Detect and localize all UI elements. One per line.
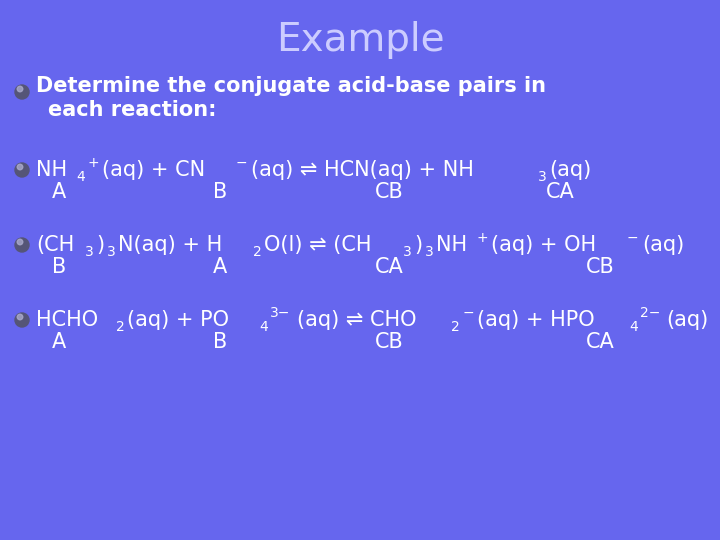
Text: 3: 3 xyxy=(107,245,116,259)
Text: A: A xyxy=(213,257,228,277)
Text: B: B xyxy=(52,257,66,277)
Text: CB: CB xyxy=(586,257,615,277)
Text: 3: 3 xyxy=(403,245,412,259)
Text: (aq) ⇌ CHO: (aq) ⇌ CHO xyxy=(297,310,416,330)
Circle shape xyxy=(15,313,29,327)
Text: 4: 4 xyxy=(259,320,268,334)
Text: CB: CB xyxy=(375,182,404,202)
Text: 2: 2 xyxy=(253,245,261,259)
Circle shape xyxy=(17,314,23,320)
Text: CA: CA xyxy=(546,182,575,202)
Text: −: − xyxy=(627,231,639,245)
Text: +: + xyxy=(476,231,487,245)
Text: CA: CA xyxy=(586,332,615,352)
Text: (aq) + CN: (aq) + CN xyxy=(102,160,206,180)
Text: Determine the conjugate acid-base pairs in: Determine the conjugate acid-base pairs … xyxy=(36,76,546,96)
Text: (aq) + OH: (aq) + OH xyxy=(491,235,596,255)
Circle shape xyxy=(17,164,23,170)
Text: each reaction:: each reaction: xyxy=(48,100,217,120)
Text: 3: 3 xyxy=(425,245,433,259)
Text: −: − xyxy=(462,306,474,320)
Text: 2−: 2− xyxy=(640,306,660,320)
Circle shape xyxy=(15,238,29,252)
Text: Example: Example xyxy=(276,21,444,59)
Text: B: B xyxy=(213,182,228,202)
Text: B: B xyxy=(213,332,228,352)
Circle shape xyxy=(15,85,29,99)
Text: (aq) ⇌ HCN(aq) + NH: (aq) ⇌ HCN(aq) + NH xyxy=(251,160,473,180)
Text: HCHO: HCHO xyxy=(36,310,98,330)
Text: (CH: (CH xyxy=(36,235,74,255)
Circle shape xyxy=(17,86,23,92)
Text: NH: NH xyxy=(436,235,467,255)
Text: 4: 4 xyxy=(629,320,638,334)
Circle shape xyxy=(15,163,29,177)
Text: −: − xyxy=(235,156,247,170)
Text: 4: 4 xyxy=(76,170,85,184)
Text: ): ) xyxy=(96,235,105,255)
Circle shape xyxy=(17,239,23,245)
Text: (aq): (aq) xyxy=(642,235,684,255)
Text: (aq): (aq) xyxy=(667,310,708,330)
Text: 3: 3 xyxy=(86,245,94,259)
Text: CB: CB xyxy=(375,332,404,352)
Text: ): ) xyxy=(414,235,423,255)
Text: O(l) ⇌ (CH: O(l) ⇌ (CH xyxy=(264,235,372,255)
Text: 3−: 3− xyxy=(270,306,291,320)
Text: N(aq) + H: N(aq) + H xyxy=(118,235,222,255)
Text: NH: NH xyxy=(36,160,67,180)
Text: +: + xyxy=(87,156,99,170)
Text: (aq): (aq) xyxy=(549,160,592,180)
Text: A: A xyxy=(52,332,66,352)
Text: (aq) + HPO: (aq) + HPO xyxy=(477,310,595,330)
Text: CA: CA xyxy=(375,257,404,277)
Text: 2: 2 xyxy=(116,320,125,334)
Text: 3: 3 xyxy=(538,170,547,184)
Text: (aq) + PO: (aq) + PO xyxy=(127,310,230,330)
Text: A: A xyxy=(52,182,66,202)
Text: 2: 2 xyxy=(451,320,459,334)
